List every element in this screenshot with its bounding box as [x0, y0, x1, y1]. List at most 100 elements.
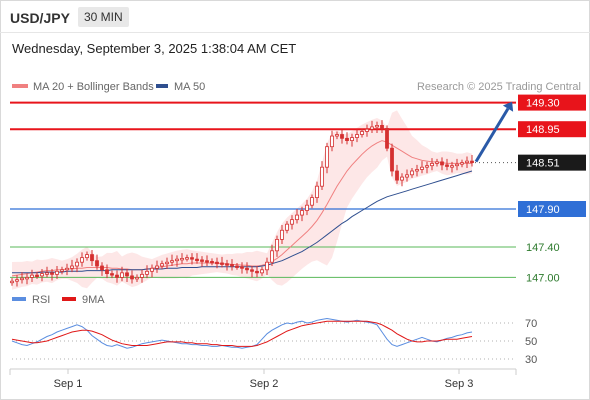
candle-body — [360, 131, 364, 135]
rsi-line — [11, 317, 473, 349]
candle-body — [205, 260, 209, 263]
candle-body — [105, 269, 109, 274]
candle-body — [220, 262, 224, 265]
bollinger-band-area — [12, 110, 472, 290]
candle-body — [385, 128, 389, 149]
rsi-tick-label: 70 — [525, 318, 537, 330]
candle-body — [395, 170, 399, 181]
candle-body — [450, 165, 454, 168]
candle-body — [35, 274, 39, 278]
candle-body — [200, 259, 204, 262]
candle-body — [380, 125, 384, 129]
level-label: 148.51 — [526, 158, 560, 170]
header-divider — [0, 32, 590, 33]
candle-body — [425, 165, 429, 168]
candle-body — [365, 128, 369, 132]
level-label-box — [518, 94, 586, 111]
candle-body — [30, 274, 34, 278]
bollinger-bands — [12, 110, 472, 290]
candle-body — [195, 258, 199, 262]
candle-body — [210, 261, 214, 264]
ma50-legend-label: MA 50 — [174, 81, 205, 93]
candle-body — [110, 273, 114, 276]
candle-body — [80, 257, 84, 263]
rsi-legend-label: RSI — [32, 294, 50, 306]
candle-body — [300, 210, 304, 216]
level-labels: 149.30 148.95 148.51 147.90 147.40 147.00 — [518, 94, 586, 284]
candle-body — [340, 134, 344, 139]
candle-body — [95, 260, 99, 267]
candle-body — [40, 273, 44, 277]
datetime-label: Wednesday, September 3, 2025 1:38:04 AM … — [12, 41, 297, 56]
rsi-ma-legend-label: 9MA — [82, 294, 105, 306]
level-label: 149.30 — [526, 98, 560, 110]
x-tick-label: Sep 1 — [54, 378, 83, 390]
candle-body — [255, 270, 259, 274]
candle-body — [375, 125, 379, 128]
candle-body — [100, 265, 104, 271]
candle-body — [290, 219, 294, 225]
candle-body — [320, 166, 324, 187]
level-label: 147.40 — [526, 242, 560, 254]
candle-body — [275, 238, 279, 252]
candle-body — [250, 269, 254, 272]
candle-body — [235, 265, 239, 268]
candle-body — [310, 197, 314, 206]
rsi-lines — [11, 317, 473, 349]
candle-body — [245, 267, 249, 271]
candle-body — [15, 279, 19, 282]
credit-label: Research © 2025 Trading Central — [417, 81, 581, 93]
candle-body — [285, 223, 289, 231]
candle-body — [115, 274, 119, 278]
candle-body — [45, 272, 49, 275]
candle-body — [65, 267, 69, 271]
rsi-ma-legend-swatch — [62, 297, 76, 301]
candle-body — [170, 260, 174, 263]
candle-body — [25, 276, 29, 280]
level-label-box — [518, 121, 586, 138]
candle-body — [350, 137, 354, 141]
candle-body — [240, 266, 244, 269]
candle-body — [55, 270, 59, 275]
ma20-legend-swatch — [12, 84, 28, 88]
price-levels — [10, 101, 516, 278]
candle-body — [175, 258, 179, 262]
rsi-tick-label: 50 — [525, 336, 537, 348]
candle-body — [125, 272, 129, 277]
candle-body — [60, 269, 64, 272]
candle-body — [225, 263, 229, 266]
candle-body — [265, 261, 269, 271]
candle-body — [355, 134, 359, 138]
candle-body — [230, 264, 234, 267]
candles — [10, 120, 474, 287]
candle-body — [400, 176, 404, 181]
level-label-box — [518, 154, 586, 171]
candle-body — [430, 162, 434, 167]
candle-body — [85, 254, 89, 259]
arrow-head — [502, 101, 514, 112]
candle-body — [295, 214, 299, 221]
arrow-shaft — [474, 107, 510, 163]
candle-body — [70, 265, 74, 269]
candle-body — [470, 160, 474, 164]
candle-body — [440, 161, 444, 166]
ma50-legend-swatch — [156, 84, 168, 88]
candle-body — [280, 229, 284, 240]
candle-body — [130, 275, 134, 280]
candle-body — [20, 277, 24, 281]
candle-body — [165, 261, 169, 265]
candle-body — [135, 276, 139, 280]
candle-body — [120, 272, 124, 278]
rsi-ticks: 70 50 30 — [525, 318, 537, 366]
candle-body — [370, 126, 374, 130]
candle-body — [270, 250, 274, 263]
timeframe-badge[interactable]: 30 MIN — [78, 7, 129, 27]
candle-body — [315, 185, 319, 198]
level-label: 147.00 — [526, 272, 560, 284]
x-axis-ticks: Sep 1 Sep 2 Sep 3 — [54, 369, 474, 390]
candle-body — [260, 269, 264, 274]
rsi-legend-swatch — [12, 297, 26, 301]
x-tick-label: Sep 3 — [445, 378, 474, 390]
pair-title: USD/JPY — [10, 10, 70, 26]
